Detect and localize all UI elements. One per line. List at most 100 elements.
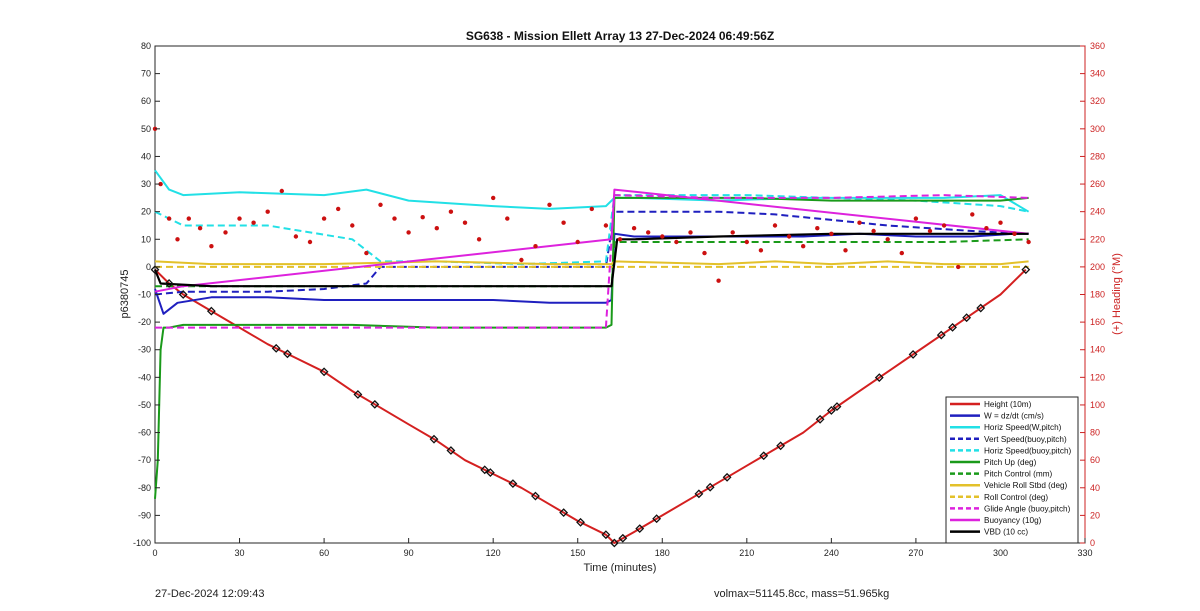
x-tick-label: 210 [739,548,754,558]
height-marker [319,367,329,377]
height-marker [826,406,836,415]
y-axis-right-label: (+) Heading (°M) [1111,253,1123,335]
series-vert-speed-buoy-pitch [154,210,1029,296]
y-left-tick-label: -60 [138,428,151,438]
legend-label-glide-angle-buoy-pitch: Glide Angle (buoy,pitch) [984,504,1071,513]
height-marker [1021,265,1031,275]
legend-label-buoyancy-10g: Buoyancy (10g) [984,516,1042,525]
y-axis-right-ticks: 3603403203002802602402202001801601401201… [1080,41,1105,548]
y-axis-left-label: p6380745 [119,270,131,319]
heading-point [158,181,163,187]
heading-point [462,220,468,225]
y-left-tick-label: 30 [141,179,151,189]
x-tick-label: 150 [570,548,585,558]
y-right-tick-label: 260 [1090,179,1105,189]
heading-point [378,202,383,207]
heading-point [899,250,904,256]
heading-point [476,237,482,242]
heading-point [406,230,411,235]
heading-point [336,206,341,212]
series-buoyancy-10g [154,188,1029,293]
x-tick-label: 30 [235,548,245,558]
height-marker [559,508,569,518]
y-right-tick-label: 60 [1090,455,1100,465]
x-axis-label: Time (minutes) [584,562,657,574]
x-tick-label: 0 [152,548,157,558]
heading-point [420,215,425,220]
legend: Height (10m) W = dz/dt (cm/s) Horiz Speed(… [945,396,1079,544]
y-left-tick-label: -10 [138,290,151,300]
heading-point [857,220,862,225]
heading-point [772,223,778,228]
legend-label-w-dz-dt-cm-s: W = dz/dt (cm/s) [984,412,1044,421]
height-marker [609,538,619,548]
y-right-tick-label: 200 [1090,262,1105,272]
height-marker [531,491,540,501]
y-left-tick-label: -20 [138,317,151,327]
series-w-dz-dt-cm-s [154,232,1029,315]
height-marker [480,465,490,475]
height-marker [976,303,986,313]
height-marker [429,434,439,444]
heading-point [871,228,876,234]
heading-point [617,237,623,242]
heading-point [998,220,1003,225]
heading-point [730,230,735,235]
heading-point [589,206,594,212]
height-marker [446,446,456,455]
heading-point [293,234,299,239]
y-right-tick-label: 0 [1090,538,1095,548]
height-marker [722,472,732,482]
heading-point [547,202,552,207]
legend-label-roll-control-deg: Roll Control (deg) [984,493,1048,502]
y-right-tick-label: 120 [1090,372,1105,382]
heading-point [321,216,327,221]
height-marker [936,330,946,340]
y-left-tick-label: 40 [141,151,151,161]
x-tick-label: 270 [908,548,923,558]
height-marker [601,530,611,540]
marker-layer [150,265,1031,548]
legend-label-vehicle-roll-stbd-deg: Vehicle Roll Stbd (deg) [984,481,1068,490]
y-left-tick-label: 10 [141,234,151,244]
height-marker [164,279,174,288]
y-axis-left-ticks: 80 70 60 50 40 30 20 10 0 -10 -20 -30 -40 -50 -60 -70 -8… [133,41,160,548]
heading-point [970,212,975,217]
height-marker [652,514,662,524]
heading-point [744,239,749,245]
y-right-tick-label: 160 [1090,317,1105,327]
plot-area [154,45,1086,544]
heading-point [186,216,191,221]
heading-point [392,216,397,221]
x-axis-ticks: 0 30 60 90 120 150 180 210 240 270 300 330 [152,538,1093,558]
y-right-tick-label: 300 [1090,124,1105,134]
heading-point [801,244,806,249]
heading-point [448,209,454,214]
x-tick-label: 240 [824,548,839,558]
legend-label-vert-speed-buoy-pitch: Vert Speed(buoy,pitch) [984,435,1067,444]
heading-point [716,278,721,283]
y-left-tick-label: -30 [138,345,151,355]
height-marker [815,414,825,424]
heading-point [533,244,538,249]
heading-point [434,226,439,231]
height-marker [206,306,216,316]
heading-point [575,239,580,245]
heading-point [927,228,933,234]
heading-point [519,257,524,263]
series-vbd-10-cc [153,232,1029,288]
y-left-tick-label: -70 [138,455,151,465]
series-glide-angle-buoy-pitch [155,194,1029,329]
x-tick-label: 330 [1077,548,1092,558]
height-marker [271,343,281,353]
y-left-tick-label: 70 [141,69,151,79]
heading-point [265,209,270,214]
legend-label-pitch-up-deg: Pitch Up (deg) [984,458,1037,467]
footer-timestamp: 27-Dec-2024 12:09:43 [155,588,265,600]
height-marker [705,482,715,492]
heading-point [885,237,890,242]
y-right-tick-label: 100 [1090,400,1105,410]
heading-point [815,226,820,231]
heading-point [631,226,637,231]
heading-point [209,244,214,249]
